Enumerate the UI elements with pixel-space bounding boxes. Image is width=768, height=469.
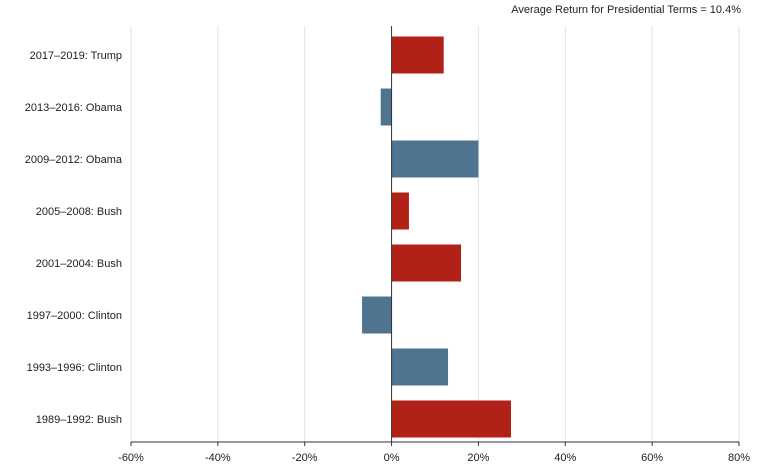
chart-title: Average Return for Presidential Terms = … <box>511 4 741 16</box>
category-label: 2009–2012: Obama <box>25 154 123 166</box>
category-label: 2013–2016: Obama <box>25 102 123 114</box>
bar <box>362 296 392 334</box>
x-tick-label: 20% <box>467 452 489 464</box>
x-tick-label: -60% <box>118 452 144 464</box>
x-tick-label: -20% <box>292 452 318 464</box>
x-tick-labels: -60% -40% -20% 0% 20% 40% 60% 80% <box>118 452 750 464</box>
bar <box>391 192 409 230</box>
bar <box>380 88 392 126</box>
grid-lines <box>130 26 740 442</box>
category-label: 2005–2008: Bush <box>36 206 122 218</box>
bar <box>391 36 444 74</box>
axes <box>130 26 740 446</box>
x-tick-label: 80% <box>728 452 750 464</box>
x-tick-label: 0% <box>384 452 400 464</box>
category-label: 2017–2019: Trump <box>30 50 122 62</box>
category-label: 1997–2000: Clinton <box>27 310 122 322</box>
category-labels: 2017–2019: Trump 2013–2016: Obama 2009–201… <box>25 50 123 426</box>
bars <box>362 36 511 438</box>
bar <box>391 140 479 178</box>
x-tick-label: -40% <box>205 452 231 464</box>
bar <box>391 400 511 438</box>
category-label: 2001–2004: Bush <box>36 258 122 270</box>
category-label: 1993–1996: Clinton <box>27 362 122 374</box>
bar <box>391 244 462 282</box>
x-tick-label: 40% <box>554 452 576 464</box>
category-label: 1989–1992: Bush <box>36 414 122 426</box>
bar <box>391 348 449 386</box>
x-tick-label: 60% <box>641 452 663 464</box>
